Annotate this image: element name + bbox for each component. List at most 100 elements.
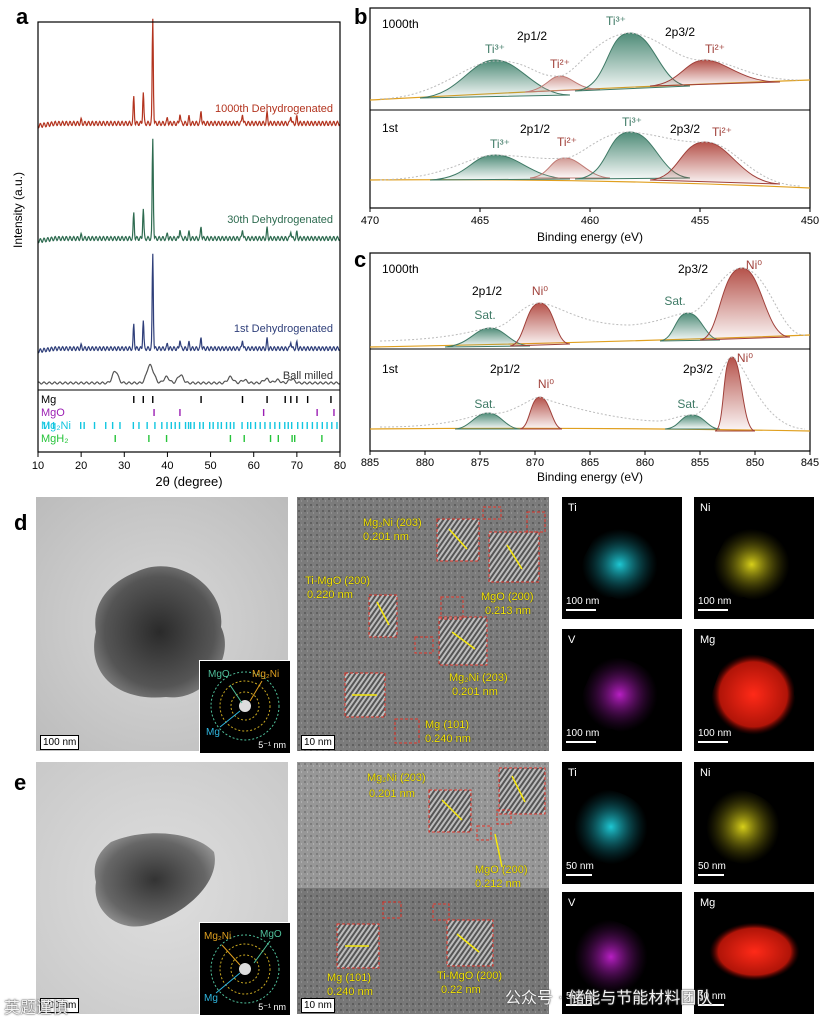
- eds-map-v-e: V 50 nm: [562, 892, 682, 1014]
- xrd-trace-label: 1st Dehydrogenated: [234, 323, 333, 335]
- phase-label-mgo: MgO: [41, 407, 65, 419]
- eds-map-mg-e: Mg 50 nm: [694, 892, 814, 1014]
- xrd-trace: [37, 138, 341, 244]
- row-label: 1000th: [382, 262, 419, 276]
- peak-label: Ti²⁺: [557, 135, 577, 149]
- row-label: 1000th: [382, 17, 419, 31]
- map-element: Ti: [568, 767, 577, 779]
- saed-label-mg: Mg: [204, 993, 218, 1004]
- saed-label-mg2ni: Mg₂Ni: [252, 669, 280, 680]
- particle: [94, 566, 225, 698]
- map-scale: 50 nm: [698, 861, 726, 872]
- eds-map-ti-e: Ti 50 nm: [562, 762, 682, 884]
- xps-ti-chart: 1000th Ti³⁺ Ti²⁺ Ti³⁺ Ti²⁺ 2p1/2 2p3/2 1…: [361, 7, 819, 244]
- hrtem-annotation: 0.201 nm: [452, 686, 498, 698]
- hrtem-annotation: Mg (101): [327, 972, 372, 984]
- hrtem-annotation: MgO (200): [481, 591, 534, 603]
- map-element: Ni: [700, 767, 711, 779]
- xps-x-tick-label: 465: [471, 215, 489, 227]
- hrtem-annotation: 0.213 nm: [485, 605, 531, 617]
- xps-ni-row-1st: 1st 2p1/2 Sat. Ni⁰ Sat. 2p3/2 Ni⁰: [369, 351, 811, 432]
- orbital-label: 2p1/2: [520, 122, 550, 136]
- map-element: V: [568, 634, 576, 646]
- peak-label: Ti²⁺: [550, 57, 570, 71]
- xrd-chart: 10 20 30 40 50 60 70 80 Intensity (a.u.) 2θ (de…: [11, 18, 346, 489]
- saed-scale: 5⁻¹ nm: [258, 1002, 286, 1012]
- map-scale: 100 nm: [566, 596, 600, 607]
- xps-x-tick-label: 880: [416, 457, 434, 469]
- map-element: Ni: [700, 502, 711, 514]
- saed-label-mgo: MgO: [260, 929, 282, 940]
- hrtem-annotation: Mg (101): [425, 719, 470, 731]
- saed-inset-e: Mg₂Ni MgO Mg 5⁻¹ nm: [199, 922, 291, 1016]
- panel-letter-a: a: [16, 4, 29, 29]
- peak-label: Ti³⁺: [606, 14, 626, 28]
- saed-scale: 5⁻¹ nm: [258, 740, 286, 750]
- orbital-label: 2p1/2: [490, 362, 520, 376]
- hrtem-annotation: 0.240 nm: [425, 733, 471, 745]
- map-element: V: [568, 897, 576, 909]
- row-label: 1st: [382, 121, 399, 135]
- map-element: Mg: [700, 897, 716, 909]
- peak-label: Ni⁰: [746, 258, 762, 272]
- xrd-x-tick-label: 10: [32, 460, 44, 472]
- orbital-label: 2p1/2: [472, 284, 502, 298]
- xps-ni-xlabel: Binding energy (eV): [537, 470, 643, 484]
- map-scale: 100 nm: [698, 596, 732, 607]
- saed-label-mg: Mg: [206, 727, 220, 738]
- xrd-frame: [37, 21, 341, 453]
- orbital-label: 2p1/2: [517, 29, 547, 43]
- eds-map-v-d: V 100 nm: [562, 629, 682, 751]
- xps-ni-row-1000th: 1000th 2p1/2 Sat. Ni⁰ Sat. 2p3/2 Ni⁰: [369, 258, 811, 348]
- xps-x-tick-label: 455: [691, 215, 709, 227]
- xps-ti-row-1000th: 1000th Ti³⁺ Ti²⁺ Ti³⁺ Ti²⁺ 2p1/2 2p3/2: [369, 14, 811, 101]
- peak-label: Ni⁰: [532, 284, 548, 298]
- saed-inset-d: MgO Mg₂Ni Mg 5⁻¹ nm: [199, 660, 291, 754]
- map-scale: 50 nm: [566, 861, 594, 872]
- xrd-x-tick-label: 20: [75, 460, 87, 472]
- xps-x-tick-label: 845: [801, 457, 819, 469]
- peak-label: Ti³⁺: [485, 42, 505, 56]
- peak-ti2-b: [649, 59, 781, 87]
- phase-label-mg: Mg: [41, 394, 56, 406]
- panel-letter-d: d: [14, 510, 28, 535]
- hrtem-annotation: Mg₂Ni (203): [449, 672, 508, 684]
- peak-ti3-a: [419, 59, 571, 99]
- xps-x-tick-label: 450: [801, 215, 819, 227]
- xps-x-tick-label: 875: [471, 457, 489, 469]
- hrtem-annotation: 0.220 nm: [307, 589, 353, 601]
- row-label: 1st: [382, 362, 399, 376]
- hrtem-annotation: Mg₂Ni (203): [367, 772, 426, 784]
- xps-x-tick-label: 460: [581, 215, 599, 227]
- xps-x-tick-label: 855: [691, 457, 709, 469]
- hrtem-annotation: Mg₂Ni (203): [363, 517, 422, 529]
- phase-label-mgh2: MgH₂: [41, 433, 69, 445]
- watermark-left: 英题谨慎: [4, 998, 69, 1017]
- xrd-ylabel: Intensity (a.u.): [11, 172, 25, 248]
- peak-label: Ti³⁺: [622, 115, 642, 129]
- xrd-trace: [37, 253, 341, 354]
- saed-label-mgo: MgO: [208, 669, 230, 680]
- eds-map-ti-d: Ti 100 nm: [562, 497, 682, 619]
- peak-label: Ni⁰: [538, 377, 554, 391]
- hrtem-annotation: 0.212 nm: [475, 878, 521, 890]
- xps-ni-chart: 1000th 2p1/2 Sat. Ni⁰ Sat. 2p3/2 Ni⁰ 1st…: [361, 252, 819, 484]
- hrtem-annotation: 0.240 nm: [327, 986, 373, 998]
- orbital-label: 2p3/2: [670, 122, 700, 136]
- xrd-trace-label: Ball milled: [283, 370, 333, 382]
- peak-label: Ti²⁺: [712, 125, 732, 139]
- peak-label: Sat.: [677, 397, 698, 411]
- orbital-label: 2p3/2: [683, 362, 713, 376]
- map-scale: 100 nm: [698, 728, 732, 739]
- scale-bar-label: 100 nm: [40, 998, 80, 1013]
- xrd-x-tick-label: 40: [161, 460, 173, 472]
- peak-label: Sat.: [474, 397, 495, 411]
- xps-x-tick-label: 870: [526, 457, 544, 469]
- map-element: Mg: [700, 634, 716, 646]
- hrtem-image-e: Mg₂Ni (203) 0.201 nm MgO (200) 0.212 nm …: [297, 762, 549, 1014]
- map-element: Ti: [568, 502, 577, 514]
- hrtem-annotation: 0.22 nm: [441, 984, 481, 996]
- xps-x-tick-label: 850: [746, 457, 764, 469]
- watermark-right: 公众号 · 储能与节能材料团队: [505, 988, 713, 1007]
- hrtem-annotation: 0.201 nm: [369, 788, 415, 800]
